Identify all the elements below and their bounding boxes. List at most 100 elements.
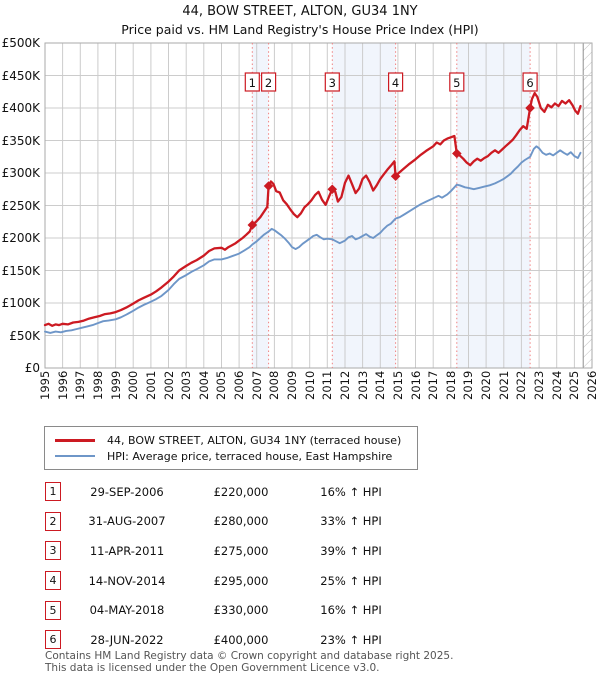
sale-number-badge: 3 [45, 541, 61, 561]
x-tick-label: 2022 [514, 370, 528, 400]
sale-number-label: 4 [392, 76, 399, 90]
x-tick-label: 2018 [444, 370, 458, 400]
license-footer: Contains HM Land Registry data © Crown c… [45, 650, 454, 674]
table-row: 4 14-NOV-2014 £295,000 25% ↑ HPI [45, 566, 407, 596]
y-tick-label: £350K [1, 134, 40, 148]
sale-price: £400,000 [213, 632, 269, 647]
sale-price: £275,000 [213, 543, 269, 558]
sale-price: £295,000 [213, 573, 269, 588]
hpi-series-line [44, 145, 582, 334]
x-tick-label: 2006 [232, 370, 246, 400]
x-tick-label: 2012 [338, 370, 352, 400]
sale-number-label: 1 [249, 76, 256, 90]
red-line-swatch [55, 438, 95, 442]
y-tick-label: £50K [9, 329, 40, 343]
x-tick-label: 2019 [461, 370, 475, 400]
x-tick-label: 2001 [144, 370, 158, 400]
footer-line-1: Contains HM Land Registry data © Crown c… [45, 650, 454, 662]
transactions-table: 1 29-SEP-2006 £220,000 16% ↑ HPI 2 31-AU… [45, 477, 407, 655]
legend-item-property: 44, BOW STREET, ALTON, GU34 1NY (terrace… [45, 434, 417, 447]
x-tick-label: 1995 [38, 370, 52, 400]
table-row: 3 11-APR-2011 £275,000 39% ↑ HPI [45, 536, 407, 566]
y-tick-label: £200K [1, 231, 40, 245]
sale-number-box [388, 72, 404, 92]
sale-price: £280,000 [213, 514, 269, 529]
x-tick-label: 2016 [409, 370, 423, 400]
sale-number-box [522, 72, 538, 92]
sale-hpi-delta: 39% ↑ HPI [320, 543, 382, 558]
sale-price: £330,000 [213, 603, 269, 618]
sale-hpi-delta: 16% ↑ HPI [320, 603, 382, 618]
blue-line-swatch [55, 455, 95, 457]
sale-number-badge: 4 [45, 571, 61, 591]
sale-date: 28-JUN-2022 [90, 632, 164, 647]
y-tick-label: £400K [1, 101, 40, 115]
x-tick-label: 2010 [303, 370, 317, 400]
sale-date: 31-AUG-2007 [88, 514, 166, 529]
x-tick-label: 2015 [391, 370, 405, 400]
sale-date: 29-SEP-2006 [90, 484, 164, 499]
x-tick-label: 1997 [73, 370, 87, 400]
sale-number-label: 5 [453, 76, 460, 90]
x-tick-label: 2023 [532, 370, 546, 400]
x-tick-label: 2013 [356, 370, 370, 400]
legend-item-hpi: HPI: Average price, terraced house, East… [45, 450, 417, 463]
x-tick-label: 2026 [585, 370, 599, 400]
plot-border [44, 42, 593, 369]
table-row: 5 04-MAY-2018 £330,000 16% ↑ HPI [45, 595, 407, 625]
legend-label-hpi: HPI: Average price, terraced house, East… [107, 449, 393, 463]
sale-number-label: 2 [265, 76, 272, 90]
footer-line-2: This data is licensed under the Open Gov… [45, 661, 380, 674]
sale-number-box [324, 72, 340, 92]
x-tick-label: 2009 [285, 370, 299, 400]
x-tick-label: 2002 [162, 370, 176, 400]
sale-marker [263, 181, 274, 191]
x-tick-label: 2021 [497, 370, 511, 400]
sale-marker [327, 184, 338, 195]
table-row: 2 31-AUG-2007 £280,000 33% ↑ HPI [45, 507, 407, 537]
x-tick-label: 2003 [179, 370, 193, 400]
x-tick-label: 2008 [267, 370, 281, 400]
sale-date: 04-MAY-2018 [89, 603, 165, 618]
x-tick-label: 2007 [250, 370, 264, 400]
page-subtitle: Price paid vs. HM Land Registry's House … [121, 22, 479, 37]
y-tick-label: £0 [24, 361, 40, 375]
sale-number-badge: 1 [45, 482, 61, 502]
sale-hpi-delta: 33% ↑ HPI [320, 514, 382, 529]
property-series-line [43, 91, 582, 327]
table-row: 6 28-JUN-2022 £400,000 23% ↑ HPI [45, 625, 407, 655]
y-tick-label: £300K [1, 166, 40, 180]
sale-price: £220,000 [213, 484, 269, 499]
sale-marker [525, 103, 535, 113]
legend-label-property: 44, BOW STREET, ALTON, GU34 1NY (terrace… [107, 433, 402, 447]
sale-number-label: 3 [329, 76, 336, 90]
x-tick-label: 2017 [426, 370, 440, 400]
y-tick-label: £450K [1, 69, 40, 83]
sale-marker [247, 220, 258, 230]
sale-number-badge: 5 [45, 600, 61, 620]
y-tick-label: £150K [1, 264, 40, 278]
y-tick-label: £100K [1, 296, 40, 310]
sale-number-box [261, 72, 277, 92]
x-tick-label: 1998 [91, 370, 105, 400]
page-title: 44, BOW STREET, ALTON, GU34 1NY [182, 4, 418, 19]
x-tick-label: 1999 [109, 370, 123, 400]
sale-number-badge: 6 [45, 630, 61, 650]
x-tick-label: 2004 [197, 370, 211, 400]
x-tick-label: 2005 [214, 370, 228, 400]
sale-date: 14-NOV-2014 [88, 573, 166, 588]
sale-hpi-delta: 23% ↑ HPI [320, 632, 382, 647]
chart-legend: 44, BOW STREET, ALTON, GU34 1NY (terrace… [44, 426, 418, 470]
sale-date: 11-APR-2011 [89, 543, 165, 558]
sale-hpi-delta: 25% ↑ HPI [320, 573, 382, 588]
sale-marker [452, 148, 462, 159]
table-row: 1 29-SEP-2006 £220,000 16% ↑ HPI [45, 477, 407, 507]
sale-number-badge: 2 [45, 511, 61, 531]
y-tick-label: £250K [1, 199, 40, 213]
sale-hpi-delta: 16% ↑ HPI [320, 484, 382, 499]
x-tick-label: 2014 [373, 370, 387, 400]
x-tick-label: 2011 [320, 370, 334, 400]
sale-number-box [244, 72, 260, 92]
sale-number-box [449, 72, 465, 92]
